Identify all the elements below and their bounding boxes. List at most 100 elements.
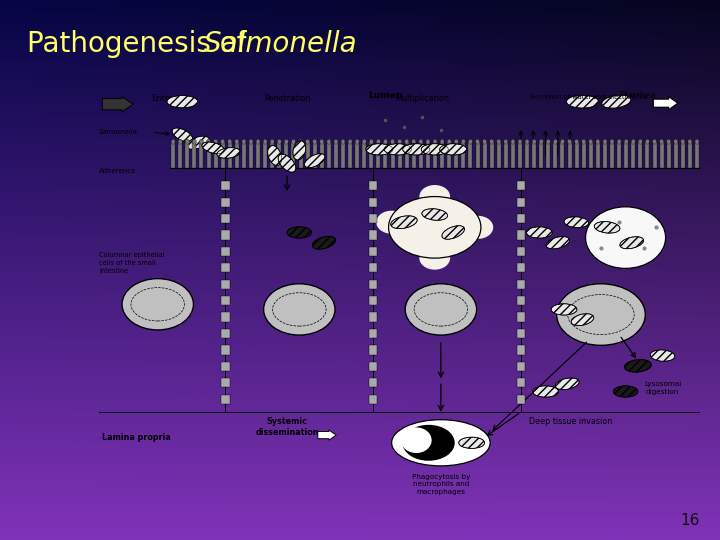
- Bar: [178, 141, 182, 168]
- Bar: [221, 313, 230, 322]
- Bar: [320, 141, 324, 168]
- Ellipse shape: [390, 139, 395, 144]
- Ellipse shape: [589, 139, 593, 144]
- Ellipse shape: [256, 139, 260, 144]
- Bar: [517, 296, 525, 305]
- Bar: [362, 141, 366, 168]
- Bar: [603, 141, 607, 168]
- Bar: [695, 141, 699, 168]
- Ellipse shape: [299, 139, 302, 144]
- Bar: [447, 141, 451, 168]
- Ellipse shape: [603, 139, 607, 144]
- Ellipse shape: [377, 139, 380, 144]
- Bar: [348, 141, 352, 168]
- Bar: [554, 141, 557, 168]
- Bar: [390, 141, 395, 168]
- Bar: [567, 141, 572, 168]
- Ellipse shape: [419, 139, 423, 144]
- Bar: [575, 141, 579, 168]
- Bar: [504, 141, 508, 168]
- Ellipse shape: [305, 154, 325, 167]
- Bar: [305, 141, 310, 168]
- Ellipse shape: [172, 128, 192, 142]
- Text: Secretion of water and electrolytes: Secretion of water and electrolytes: [530, 94, 647, 100]
- Ellipse shape: [447, 139, 451, 144]
- Bar: [639, 141, 642, 168]
- Bar: [334, 141, 338, 168]
- Ellipse shape: [546, 139, 550, 144]
- Bar: [426, 141, 430, 168]
- Ellipse shape: [631, 139, 635, 144]
- Ellipse shape: [284, 139, 289, 144]
- Ellipse shape: [585, 207, 665, 268]
- Ellipse shape: [348, 139, 352, 144]
- Bar: [490, 141, 494, 168]
- Ellipse shape: [366, 144, 393, 155]
- Ellipse shape: [440, 144, 467, 155]
- Ellipse shape: [270, 139, 274, 144]
- Bar: [312, 141, 317, 168]
- Bar: [440, 141, 444, 168]
- Ellipse shape: [555, 378, 579, 390]
- Ellipse shape: [334, 139, 338, 144]
- Text: Diarrhea: Diarrhea: [619, 91, 656, 100]
- Bar: [369, 313, 377, 322]
- Ellipse shape: [384, 144, 411, 155]
- Bar: [517, 181, 525, 191]
- Ellipse shape: [459, 437, 485, 448]
- Text: Salmonella: Salmonella: [204, 30, 357, 58]
- Ellipse shape: [355, 139, 359, 144]
- Ellipse shape: [228, 139, 232, 144]
- Bar: [532, 141, 536, 168]
- Bar: [384, 141, 387, 168]
- Bar: [249, 141, 253, 168]
- Ellipse shape: [278, 154, 296, 172]
- Bar: [369, 280, 377, 289]
- Ellipse shape: [217, 147, 240, 158]
- Ellipse shape: [454, 139, 459, 144]
- Ellipse shape: [391, 216, 417, 228]
- Bar: [517, 214, 525, 223]
- Ellipse shape: [293, 141, 306, 160]
- Ellipse shape: [263, 139, 267, 144]
- Ellipse shape: [207, 139, 210, 144]
- Ellipse shape: [433, 139, 437, 144]
- Ellipse shape: [582, 139, 585, 144]
- Ellipse shape: [504, 139, 508, 144]
- Ellipse shape: [362, 139, 366, 144]
- Text: Systemic
dissemination: Systemic dissemination: [256, 417, 319, 436]
- Bar: [369, 329, 377, 338]
- Ellipse shape: [242, 139, 246, 144]
- Bar: [284, 141, 289, 168]
- Bar: [482, 141, 487, 168]
- Ellipse shape: [199, 139, 204, 144]
- Ellipse shape: [539, 139, 543, 144]
- Ellipse shape: [422, 209, 448, 220]
- Bar: [589, 141, 593, 168]
- Ellipse shape: [426, 139, 430, 144]
- Bar: [518, 141, 522, 168]
- Bar: [221, 329, 230, 338]
- Bar: [221, 247, 230, 256]
- Bar: [228, 141, 232, 168]
- Bar: [341, 141, 345, 168]
- Bar: [185, 141, 189, 168]
- Ellipse shape: [602, 95, 631, 108]
- Bar: [517, 231, 525, 240]
- Bar: [369, 198, 377, 207]
- Ellipse shape: [419, 247, 450, 269]
- Ellipse shape: [389, 197, 481, 258]
- Bar: [517, 329, 525, 338]
- Ellipse shape: [620, 237, 644, 249]
- Ellipse shape: [688, 139, 692, 144]
- Ellipse shape: [220, 139, 225, 144]
- Ellipse shape: [554, 139, 557, 144]
- Bar: [369, 395, 377, 404]
- Ellipse shape: [462, 139, 465, 144]
- Bar: [412, 141, 416, 168]
- Ellipse shape: [167, 96, 198, 108]
- Ellipse shape: [401, 428, 432, 453]
- Bar: [377, 141, 380, 168]
- Ellipse shape: [268, 145, 282, 166]
- Ellipse shape: [235, 139, 239, 144]
